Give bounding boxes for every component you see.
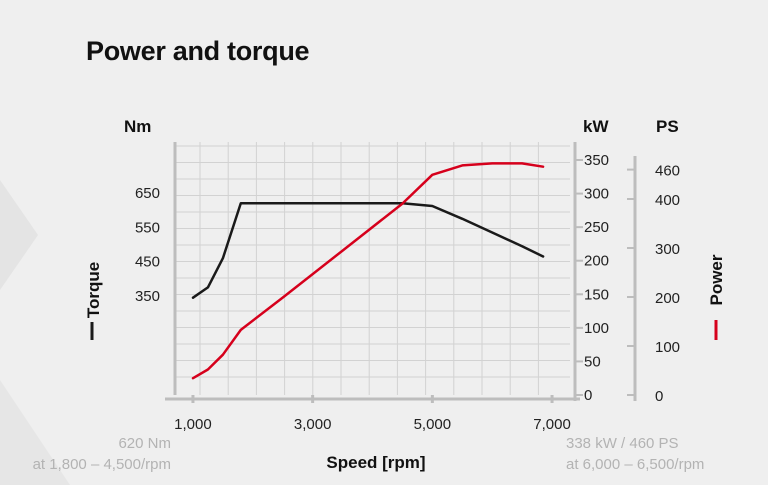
kw-tick-label: 350 [584,152,609,169]
torque-axis-unit: Nm [124,117,151,136]
torque-line [191,202,545,299]
power-peak-note: 338 kW / 460 PS at 6,000 – 6,500/rpm [566,433,704,475]
kw-tick-label: 200 [584,253,609,270]
grid [175,142,570,395]
axis-labels: 1,000 3,000 5,000 7,000 350 450 550 650 0 50 100 15… [84,117,726,472]
x-tick-label: 1,000 [174,416,212,433]
power-peak-range: at 6,000 – 6,500/rpm [566,456,705,473]
ps-tick-label: 0 [655,388,663,405]
ps-tick-label: 200 [655,290,680,307]
power-line [191,162,545,380]
kw-tick-label: 150 [584,286,609,303]
series-lines [191,162,545,380]
power-axis-title: Power [707,254,726,305]
kw-tick-label: 50 [584,353,601,370]
torque-axis-title: Torque [84,262,103,318]
kw-tick-label: 100 [584,320,609,337]
kw-tick-label: 300 [584,186,609,203]
torque-tick-label: 450 [135,254,160,271]
x-tick-label: 7,000 [533,416,571,433]
x-axis-title: Speed [rpm] [326,453,425,472]
torque-tick-label: 650 [135,185,160,202]
torque-peak-value: 620 Nm [118,435,171,452]
kw-axis-unit: kW [583,117,609,136]
ps-axis-unit: PS [656,117,679,136]
axes [165,142,637,403]
x-tick-label: 5,000 [414,416,452,433]
torque-peak-note: 620 Nm at 1,800 – 4,500/rpm [33,433,171,475]
ps-tick-label: 100 [655,339,680,356]
kw-tick-label: 0 [584,387,592,404]
torque-tick-label: 350 [135,288,160,305]
kw-tick-label: 250 [584,219,609,236]
ps-tick-label: 400 [655,192,680,209]
chart-title: Power and torque [86,36,310,66]
torque-peak-range: at 1,800 – 4,500/rpm [32,456,171,473]
torque-tick-label: 550 [135,219,160,236]
ps-tick-label: 300 [655,241,680,258]
power-peak-value: 338 kW / 460 PS [566,435,679,452]
ps-tick-label: 460 [655,163,680,180]
x-tick-label: 3,000 [294,416,332,433]
